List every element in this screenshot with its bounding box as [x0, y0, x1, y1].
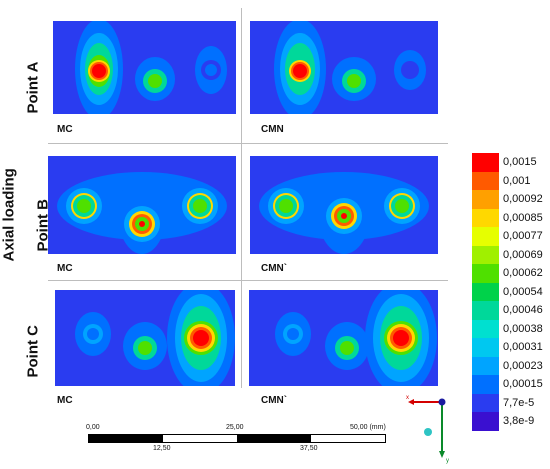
scale-label-25: 25,00: [226, 424, 244, 431]
legend-swatch: [472, 264, 499, 283]
scale-bar: [88, 434, 386, 443]
legend-value: 0,001: [503, 174, 531, 187]
legend-swatch: [472, 412, 499, 431]
legend-value: 0,00085: [503, 211, 543, 224]
scale-label-12-5: 12,50: [153, 445, 171, 452]
row-label-point-a: Point A: [24, 61, 42, 114]
x-axis-label: x: [406, 395, 409, 401]
contour-panel-a-mc: [53, 21, 236, 114]
legend-swatch: [472, 153, 499, 172]
row-divider-1: [48, 143, 448, 144]
panel-label-c-mc: MC: [57, 395, 73, 406]
contour-panel-c-cmn: [249, 290, 438, 386]
panel-label-b-cmn: CMN`: [261, 263, 288, 274]
legend-swatch: [472, 375, 499, 394]
legend-value: 0,00023: [503, 359, 543, 372]
contour-panel-c-mc: [55, 290, 235, 386]
panel-label-a-cmn: CMN: [261, 124, 284, 135]
side-label-axial-loading: Axial loading: [0, 168, 18, 262]
legend-value: 0,00069: [503, 248, 543, 261]
legend-value: 0,0015: [503, 156, 537, 168]
legend-value: 0,00015: [503, 378, 543, 390]
legend-swatch: [472, 190, 499, 209]
legend-value: 0,00046: [503, 304, 543, 316]
legend-swatch: [472, 208, 499, 228]
y-axis-label: y: [446, 458, 449, 464]
legend-swatch: [472, 301, 499, 320]
scale-label-37-5: 37,50: [300, 445, 318, 452]
column-divider: [241, 8, 242, 388]
contour-panel-b-mc: [48, 156, 236, 254]
legend-swatch: [472, 393, 499, 413]
legend-swatch: [472, 338, 499, 357]
scale-label-50: 50,00 (mm): [350, 424, 386, 431]
legend-value: 0,00031: [503, 341, 543, 353]
contour-panel-b-cmn: [250, 156, 438, 254]
legend-swatch: [472, 245, 499, 265]
contour-panel-a-cmn: [250, 21, 438, 114]
scale-bar-segment-1: [89, 435, 163, 442]
legend-swatch: [472, 171, 499, 191]
legend-swatch: [472, 227, 499, 246]
row-label-point-c: Point C: [24, 325, 42, 378]
legend-value: 0,00077: [503, 230, 543, 242]
panel-label-a-mc: MC: [57, 124, 73, 135]
legend-value: 0,00038: [503, 322, 543, 335]
panel-label-b-mc: MC: [57, 263, 73, 274]
legend-value: 0,00062: [503, 267, 543, 279]
row-divider-2: [48, 280, 448, 281]
legend-value: 3,8e-9: [503, 415, 535, 427]
legend-swatch: [472, 319, 499, 339]
legend-value: 7,7e-5: [503, 396, 535, 409]
scale-bar-segment-3: [237, 435, 311, 442]
scale-label-0: 0,00: [86, 424, 100, 431]
legend-value: 0,00054: [503, 285, 543, 298]
panel-label-c-cmn: CMN`: [261, 395, 288, 406]
legend-value: 0,00092: [503, 193, 543, 205]
axis-triad-icon: x y: [406, 395, 449, 464]
legend-swatch: [472, 356, 499, 376]
legend-swatch: [472, 282, 499, 302]
